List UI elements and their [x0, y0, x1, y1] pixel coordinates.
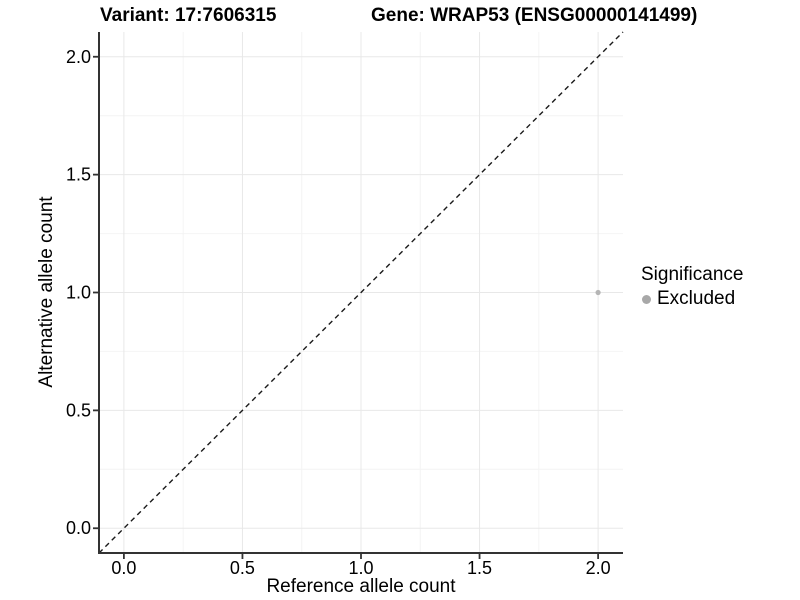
plot-title-gene: Gene: WRAP53 (ENSG00000141499) — [371, 5, 698, 26]
y-tick-labels: 0.0 0.5 1.0 1.5 2.0 — [66, 47, 91, 538]
svg-text:0.5: 0.5 — [66, 400, 91, 420]
axis-ticks — [93, 55, 600, 559]
svg-text:0.0: 0.0 — [111, 558, 136, 578]
legend-title: Significance — [641, 264, 744, 285]
data-points — [595, 289, 601, 296]
identity-reference-line — [98, 31, 624, 554]
data-point — [595, 289, 601, 296]
svg-text:0.0: 0.0 — [66, 518, 91, 538]
svg-text:1.0: 1.0 — [348, 558, 373, 578]
x-axis-title: Reference allele count — [266, 576, 456, 597]
legend-item-excluded: Excluded — [641, 288, 743, 310]
legend-point-icon — [642, 294, 651, 304]
x-tick-labels: 0.0 0.5 1.0 1.5 2.0 — [111, 558, 610, 578]
svg-text:1.5: 1.5 — [66, 165, 91, 185]
legend: Significance Excluded — [641, 264, 743, 310]
legend-item-label: Excluded — [657, 288, 736, 309]
svg-text:2.0: 2.0 — [586, 558, 611, 578]
svg-text:0.5: 0.5 — [230, 558, 255, 578]
svg-text:2.0: 2.0 — [66, 47, 91, 67]
plot-title-variant: Variant: 17:7606315 — [100, 5, 277, 26]
svg-text:1.0: 1.0 — [66, 283, 91, 303]
svg-text:1.5: 1.5 — [467, 558, 492, 578]
